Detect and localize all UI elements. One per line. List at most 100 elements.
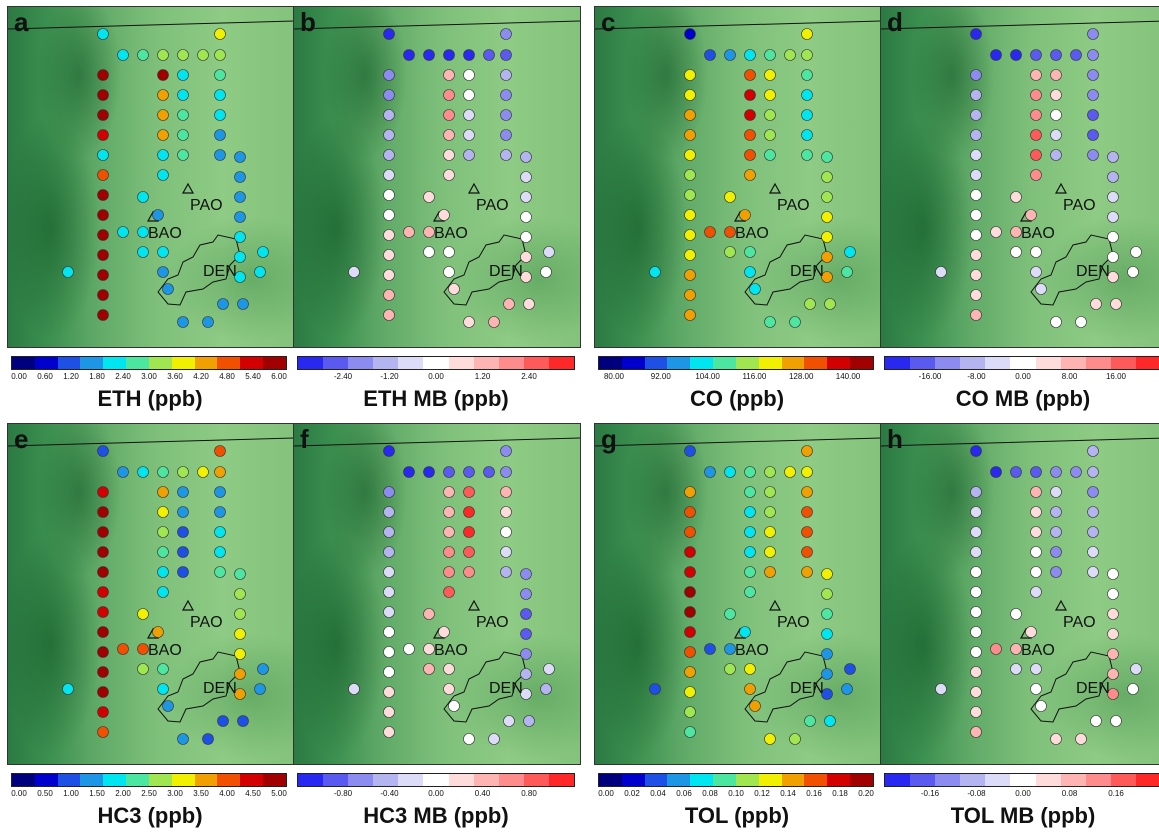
colorbar-swatches — [598, 356, 874, 370]
observation-point — [443, 683, 455, 695]
observation-point — [1010, 663, 1022, 675]
place-label-bao: BAO — [1021, 225, 1055, 242]
colorbar-tick-label: 0.18 — [832, 789, 848, 798]
observation-point — [1050, 733, 1062, 745]
observation-point — [237, 298, 249, 310]
colorbar-swatch — [667, 774, 691, 786]
observation-point — [520, 628, 532, 640]
pao-triangle — [1054, 599, 1068, 611]
observation-point — [1087, 526, 1099, 538]
observation-point — [520, 171, 532, 183]
observation-point — [383, 69, 395, 81]
observation-point — [97, 506, 109, 518]
colorbar-swatch — [373, 357, 399, 369]
observation-point — [970, 89, 982, 101]
observation-point — [1030, 49, 1042, 61]
denver-metro-outline — [1030, 651, 1114, 723]
colorbar-swatches — [297, 773, 575, 787]
observation-point — [97, 626, 109, 638]
denver-metro-outline — [443, 234, 527, 306]
observation-point — [500, 466, 512, 478]
observation-point — [177, 506, 189, 518]
colorbar-swatch — [1085, 357, 1111, 369]
colorbar-swatch — [690, 357, 714, 369]
observation-point — [789, 733, 801, 745]
colorbar-swatch — [12, 357, 35, 369]
observation-point — [234, 231, 246, 243]
observation-point — [383, 89, 395, 101]
observation-point — [764, 109, 776, 121]
observation-point — [177, 89, 189, 101]
colorbar-tick-label: 5.00 — [271, 789, 287, 798]
observation-point — [970, 149, 982, 161]
observation-point — [744, 266, 756, 278]
observation-point — [383, 229, 395, 241]
observation-point — [202, 733, 214, 745]
colorbar-tick-label: 4.20 — [193, 372, 209, 381]
colorbar-title-f: HC3 MB (ppb) — [363, 803, 509, 828]
colorbar-swatch — [263, 774, 286, 786]
observation-point — [804, 298, 816, 310]
observation-point — [684, 566, 696, 578]
observation-point — [724, 191, 736, 203]
colorbar-swatch — [240, 774, 264, 786]
colorbar-tick-label: 128.00 — [788, 372, 814, 381]
observation-point — [117, 466, 129, 478]
observation-point — [483, 466, 495, 478]
observation-point — [383, 169, 395, 181]
map-panel-d: d PAO BAO DEN — [880, 6, 1159, 348]
observation-point — [1050, 109, 1062, 121]
colorbar-swatch — [148, 774, 172, 786]
observation-point — [234, 251, 246, 263]
observation-point — [443, 663, 455, 675]
observation-point — [970, 546, 982, 558]
colorbar-swatch — [473, 357, 499, 369]
colorbar-tick-label: 0.00 — [428, 372, 444, 381]
colorbar-swatch — [448, 774, 474, 786]
colorbar-tick-label: 0.00 — [11, 372, 27, 381]
observation-point — [1010, 246, 1022, 258]
observation-point — [744, 149, 756, 161]
observation-point — [1050, 506, 1062, 518]
observation-point — [1050, 69, 1062, 81]
observation-point — [520, 648, 532, 660]
observation-point — [744, 586, 756, 598]
observation-point — [423, 49, 435, 61]
observation-point — [97, 546, 109, 558]
observation-point — [157, 89, 169, 101]
observation-point — [990, 466, 1002, 478]
observation-point — [704, 226, 716, 238]
observation-point — [684, 526, 696, 538]
colorbar-swatch — [960, 357, 986, 369]
observation-point — [97, 445, 109, 457]
observation-point — [970, 289, 982, 301]
colorbar-tick-label: 3.50 — [193, 789, 209, 798]
observation-point — [438, 209, 450, 221]
observation-point — [97, 606, 109, 618]
colorbar-tick-label: 0.00 — [11, 789, 27, 798]
colorbar-tick-label: 0.00 — [428, 789, 444, 798]
colorbar-tick-label: 3.00 — [167, 789, 183, 798]
colorbar-tick-label: 0.00 — [1015, 372, 1031, 381]
observation-point — [383, 646, 395, 658]
observation-point — [970, 646, 982, 658]
observation-point — [520, 251, 532, 263]
observation-point — [97, 486, 109, 498]
observation-point — [152, 209, 164, 221]
observation-point — [234, 271, 246, 283]
observation-point — [1050, 49, 1062, 61]
observation-point — [234, 668, 246, 680]
colorbar-swatch — [621, 774, 645, 786]
place-label-bao: BAO — [434, 225, 468, 242]
observation-point — [448, 283, 460, 295]
colorbar-tick-label: 3.60 — [167, 372, 183, 381]
state-border-line — [595, 437, 881, 447]
colorbar-swatch — [644, 774, 668, 786]
observation-point — [177, 69, 189, 81]
colorbar-swatch — [323, 774, 349, 786]
observation-point — [684, 129, 696, 141]
observation-point — [970, 486, 982, 498]
observation-point — [784, 466, 796, 478]
observation-point — [97, 646, 109, 658]
colorbar-swatch — [985, 357, 1011, 369]
